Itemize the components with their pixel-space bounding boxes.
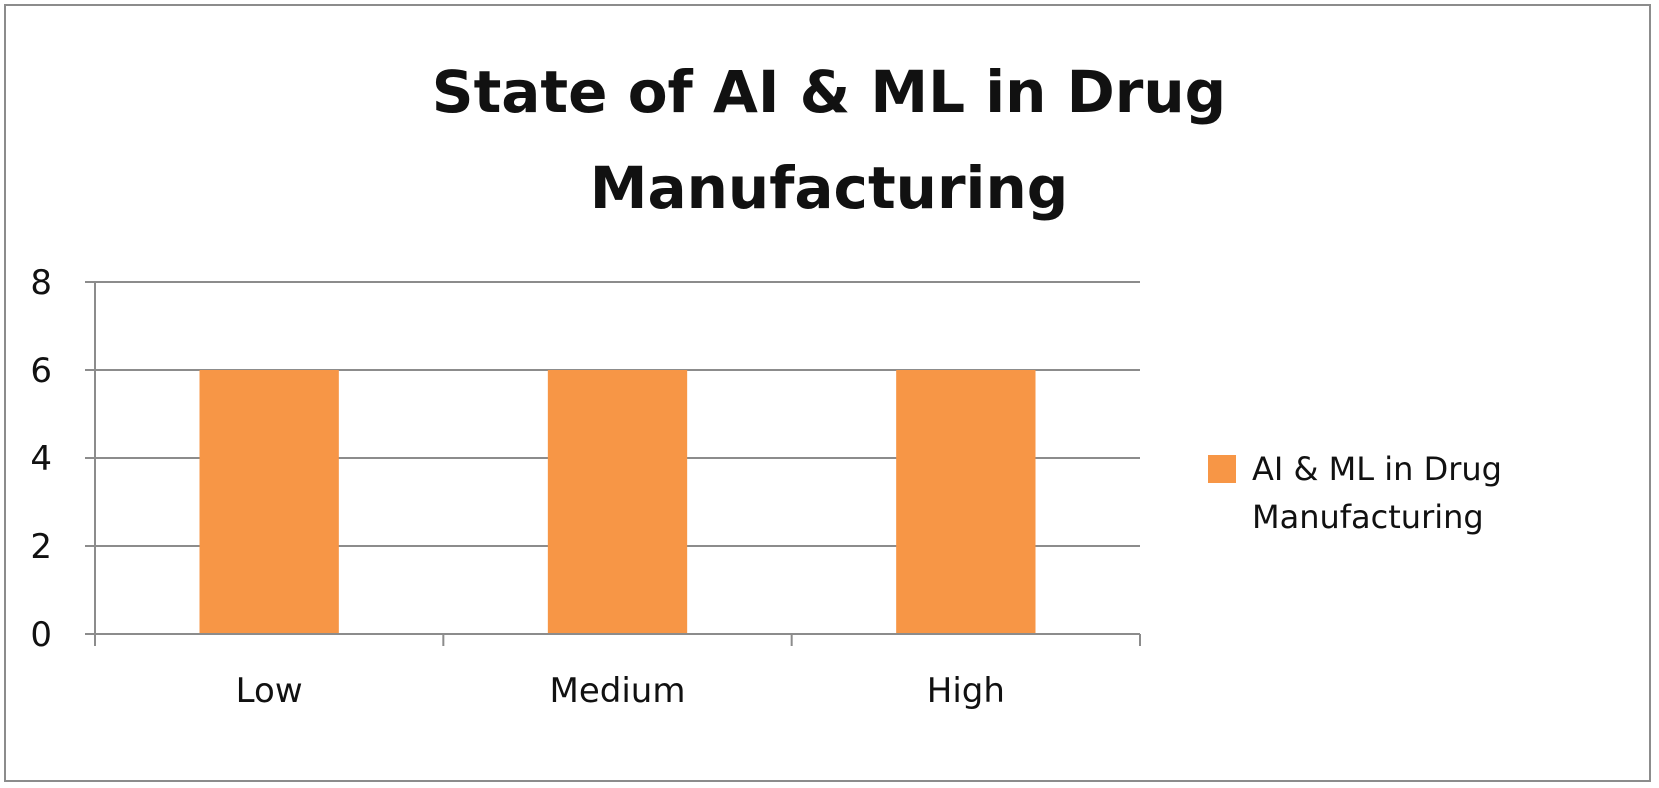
bar-high	[896, 370, 1036, 634]
legend-label-line-1: AI & ML in Drug	[1252, 450, 1502, 488]
legend: AI & ML in Drug Manufacturing	[1208, 450, 1502, 536]
y-tick-label-8: 8	[30, 263, 52, 303]
y-axis-ticks: 0 2 4 6 8	[30, 263, 95, 655]
x-axis-labels: Low Medium High	[236, 671, 1005, 711]
x-axis	[94, 282, 1141, 646]
bar-medium	[547, 370, 688, 634]
chart-title-line-2: Manufacturing	[590, 154, 1069, 222]
x-tick-label-high: High	[927, 671, 1005, 711]
y-tick-label-6: 6	[30, 351, 52, 391]
chart-title-line-1: State of AI & ML in Drug	[432, 58, 1226, 126]
bars	[199, 370, 1036, 634]
y-tick-label-0: 0	[30, 615, 52, 655]
legend-label-line-2: Manufacturing	[1252, 498, 1484, 536]
x-tick-label-medium: Medium	[550, 671, 686, 711]
legend-swatch	[1208, 455, 1236, 483]
y-tick-label-2: 2	[30, 527, 52, 567]
x-tick-label-low: Low	[236, 671, 303, 711]
bar-low	[199, 370, 339, 634]
y-tick-label-4: 4	[30, 439, 52, 479]
